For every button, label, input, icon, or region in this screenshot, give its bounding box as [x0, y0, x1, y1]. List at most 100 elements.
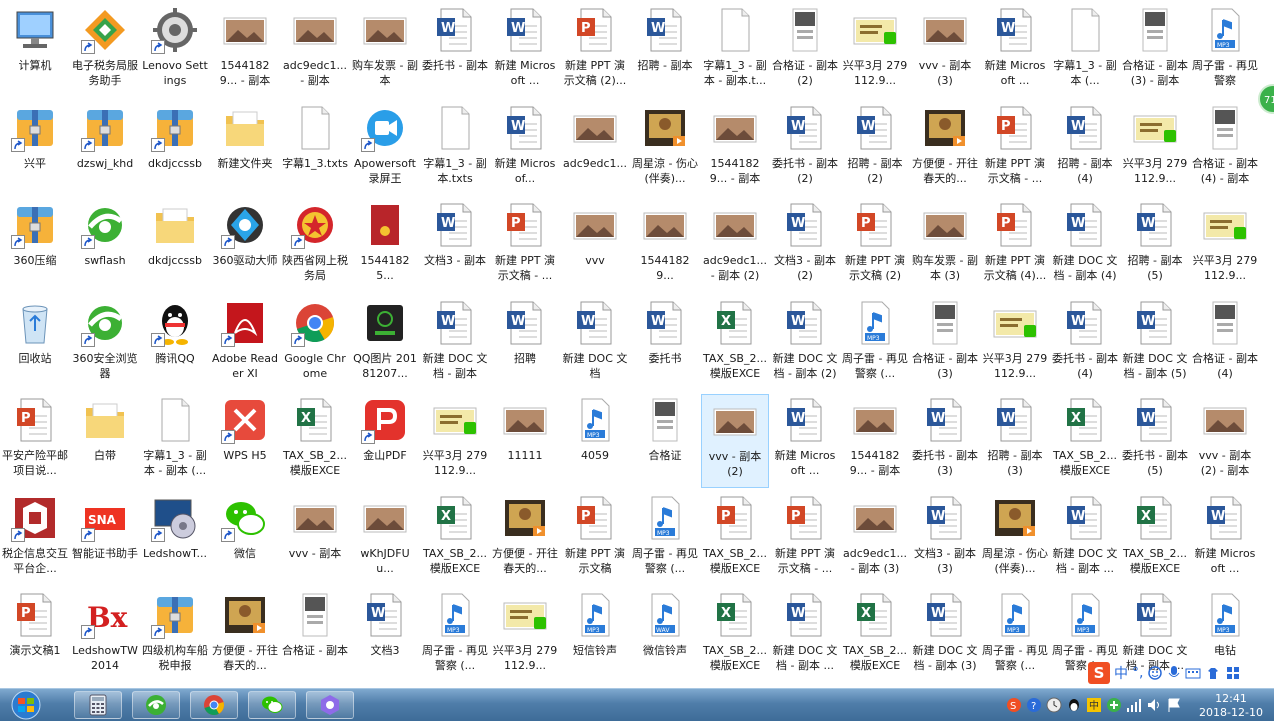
desktop-icon[interactable]: 微信	[211, 492, 279, 586]
desktop-icon[interactable]: adc9edc1...	[561, 102, 629, 196]
desktop-icon[interactable]: X TAX_SB_2...模版EXCEL...	[701, 589, 769, 683]
desktop-icon[interactable]: 15441829... - 副本	[211, 4, 279, 98]
desktop-icon[interactable]: LedshowT...	[141, 492, 209, 586]
desktop-icon[interactable]: X TAX_SB_2...模版EXCEL...	[421, 492, 489, 586]
desktop-icon[interactable]: W 招聘 - 副本 (3)	[981, 394, 1049, 488]
desktop-icon[interactable]: 兴平3月 279112.9...	[1191, 199, 1259, 293]
desktop-icon[interactable]: W 文档3	[351, 589, 419, 683]
desktop-icon[interactable]: W 委托书 - 副本 (2)	[771, 102, 839, 196]
desktop-icon[interactable]: W 新建 DOC 文档 - 副本 ...	[1051, 492, 1119, 586]
desktop-icon[interactable]: vvv - 副本 (2) - 副本	[1191, 394, 1259, 488]
desktop-icon[interactable]: W 新建 DOC 文档 - 副本 ...	[771, 589, 839, 683]
desktop-icon[interactable]: W 招聘 - 副本 (4)	[1051, 102, 1119, 196]
desktop-icon[interactable]: W 新建 DOC 文档 - 副本 (2)	[771, 297, 839, 391]
desktop-icon[interactable]: X TAX_SB_2...模版EXCEL...	[1051, 394, 1119, 488]
desktop-icon[interactable]: 合格证 - 副本 (4) - 副本	[1191, 102, 1259, 196]
desktop-icon[interactable]: Google Chrome	[281, 297, 349, 391]
desktop-icon[interactable]: W 新建 DOC 文档 - 副本 (3)	[911, 589, 979, 683]
desktop-icon[interactable]: 陕西省网上税务局	[281, 199, 349, 293]
desktop-icon[interactable]: W 委托书 - 副本	[421, 4, 489, 98]
desktop-icon[interactable]: 购车发票 - 副本 (3)	[911, 199, 979, 293]
desktop-icon[interactable]: MP3 周子雷 - 再见警察 (...	[1051, 589, 1119, 683]
desktop-icon[interactable]: 金山PDF	[351, 394, 419, 488]
desktop-icon[interactable]: W 新建 DOC 文档 - 副本 ...	[1121, 589, 1189, 683]
taskbar-photos[interactable]	[306, 691, 354, 719]
desktop-icon[interactable]: 字幕1_3.txts	[281, 102, 349, 196]
desktop-icon[interactable]: dkdjccssb	[141, 199, 209, 293]
desktop-icon[interactable]: 15441829...	[631, 199, 699, 293]
clock[interactable]: 12:41 2018-12-10	[1196, 692, 1266, 720]
desktop-icon[interactable]: Lenovo Settings	[141, 4, 209, 98]
qq-tray-icon[interactable]	[1066, 697, 1082, 713]
desktop-icon[interactable]: 计算机	[1, 4, 69, 98]
desktop-icon[interactable]: W 新建 Microsoft ...	[771, 394, 839, 488]
desktop-icon[interactable]: 11111	[491, 394, 559, 488]
desktop-icon[interactable]: 合格证 - 副本 (4)	[1191, 297, 1259, 391]
desktop-icon[interactable]: X TAX_SB_2...模版EXCEL...	[841, 589, 909, 683]
desktop-icon[interactable]: 字幕1_3 - 副本 (...	[1051, 4, 1119, 98]
desktop-icon[interactable]: 合格证 - 副本 (3) - 副本	[1121, 4, 1189, 98]
keyboard-icon[interactable]	[1185, 665, 1201, 681]
taskbar-wechat[interactable]	[248, 691, 296, 719]
flag-icon[interactable]	[1166, 697, 1182, 713]
desktop-icon[interactable]: P TAX_SB_2...模版EXCEL...	[701, 492, 769, 586]
desktop-icon[interactable]: W 新建 DOC 文档	[561, 297, 629, 391]
desktop-icon[interactable]: WAV 微信铃声	[631, 589, 699, 683]
desktop-icon[interactable]: P 新建 PPT 演示文稿 - ...	[981, 102, 1049, 196]
desktop-icon[interactable]: vvv	[561, 199, 629, 293]
desktop-icon[interactable]: adc9edc1... - 副本	[281, 4, 349, 98]
desktop-icon[interactable]: 周星涼 - 伤心 (伴奏)...	[981, 492, 1049, 586]
desktop-icon[interactable]: wKhJDFUu...	[351, 492, 419, 586]
desktop-icon[interactable]: 方便便 - 开往春天的...	[911, 102, 979, 196]
desktop-icon[interactable]: P 演示文稿1	[1, 589, 69, 683]
desktop-icon[interactable]: 15441829... - 副本	[841, 394, 909, 488]
desktop-icon[interactable]: W 委托书 - 副本 (4)	[1051, 297, 1119, 391]
desktop-icon[interactable]: 四级机构车船税申报	[141, 589, 209, 683]
desktop-icon[interactable]: 兴平3月 279112.9...	[1121, 102, 1189, 196]
desktop-icon[interactable]: 兴平3月 279112.9...	[841, 4, 909, 98]
desktop-icon[interactable]: W 新建 Microsof...	[491, 102, 559, 196]
desktop-icon[interactable]: P 新建 PPT 演示文稿 (4)...	[981, 199, 1049, 293]
desktop-icon[interactable]: 15441829... - 副本	[701, 102, 769, 196]
desktop-icon[interactable]: 兴平3月 279112.9...	[491, 589, 559, 683]
desktop-icon[interactable]: 360安全浏览器	[71, 297, 139, 391]
desktop-icon[interactable]: 合格证 - 副本 (3)	[911, 297, 979, 391]
ime-tray-icon[interactable]: 中	[1086, 697, 1102, 713]
desktop-icon[interactable]: 合格证 - 副本	[281, 589, 349, 683]
desktop-icon[interactable]: 兴平3月 279112.9...	[421, 394, 489, 488]
desktop-icon[interactable]: 字幕1_3 - 副本 - 副本 (...	[141, 394, 209, 488]
desktop-icon[interactable]: 方便便 - 开往春天的...	[211, 589, 279, 683]
desktop-icon[interactable]: MP3 周子雷 - 再见警察 (...	[631, 492, 699, 586]
desktop-icon[interactable]: W 委托书 - 副本 (5)	[1121, 394, 1189, 488]
skin-icon[interactable]	[1205, 665, 1221, 681]
desktop-icon[interactable]: Bx LedshowTW 2014	[71, 589, 139, 683]
desktop-icon[interactable]: W 新建 DOC 文档 - 副本 (4)	[1051, 199, 1119, 293]
desktop-icon[interactable]: 合格证	[631, 394, 699, 488]
desktop-icon[interactable]: MP3 周子雷 - 再见警察 (...	[841, 297, 909, 391]
desktop-icon[interactable]: 白带	[71, 394, 139, 488]
desktop-icon[interactable]: swflash	[71, 199, 139, 293]
desktop-icon[interactable]: X TAX_SB_2...模版EXCEL...	[701, 297, 769, 391]
desktop-icon[interactable]: dzswj_khd	[71, 102, 139, 196]
desktop-icon[interactable]: adc9edc1... - 副本 (3)	[841, 492, 909, 586]
ime-language-label[interactable]: 中	[1114, 666, 1128, 682]
desktop-icon[interactable]: 购车发票 - 副本	[351, 4, 419, 98]
desktop-icon[interactable]: vvv - 副本	[281, 492, 349, 586]
desktop-icon[interactable]: P 新建 PPT 演示文稿 - ...	[491, 199, 559, 293]
desktop-icon[interactable]: 腾讯QQ	[141, 297, 209, 391]
desktop-icon[interactable]: dkdjccssb	[141, 102, 209, 196]
ime-punct-label[interactable]: °,	[1132, 665, 1144, 681]
help-icon[interactable]: ?	[1026, 697, 1042, 713]
desktop-icon[interactable]: adc9edc1... - 副本 (2)	[701, 199, 769, 293]
desktop-icon[interactable]: W 新建 DOC 文档 - 副本	[421, 297, 489, 391]
desktop-icon[interactable]: W 委托书	[631, 297, 699, 391]
desktop-icon[interactable]: 360压缩	[1, 199, 69, 293]
desktop-icon[interactable]: P 新建 PPT 演示文稿 - ...	[771, 492, 839, 586]
desktop-icon[interactable]: MP3 周子雷 - 再见警察 (...	[421, 589, 489, 683]
desktop-icon[interactable]: 360驱动大师	[211, 199, 279, 293]
desktop-icon[interactable]: MP3 周子雷 - 再见警察	[1191, 4, 1259, 98]
desktop-icon[interactable]: vvv - 副本 (2)	[701, 394, 769, 488]
desktop-icon[interactable]: 方便便 - 开往春天的...	[491, 492, 559, 586]
desktop-icon[interactable]: 回收站	[1, 297, 69, 391]
network-icon[interactable]	[1126, 697, 1142, 713]
